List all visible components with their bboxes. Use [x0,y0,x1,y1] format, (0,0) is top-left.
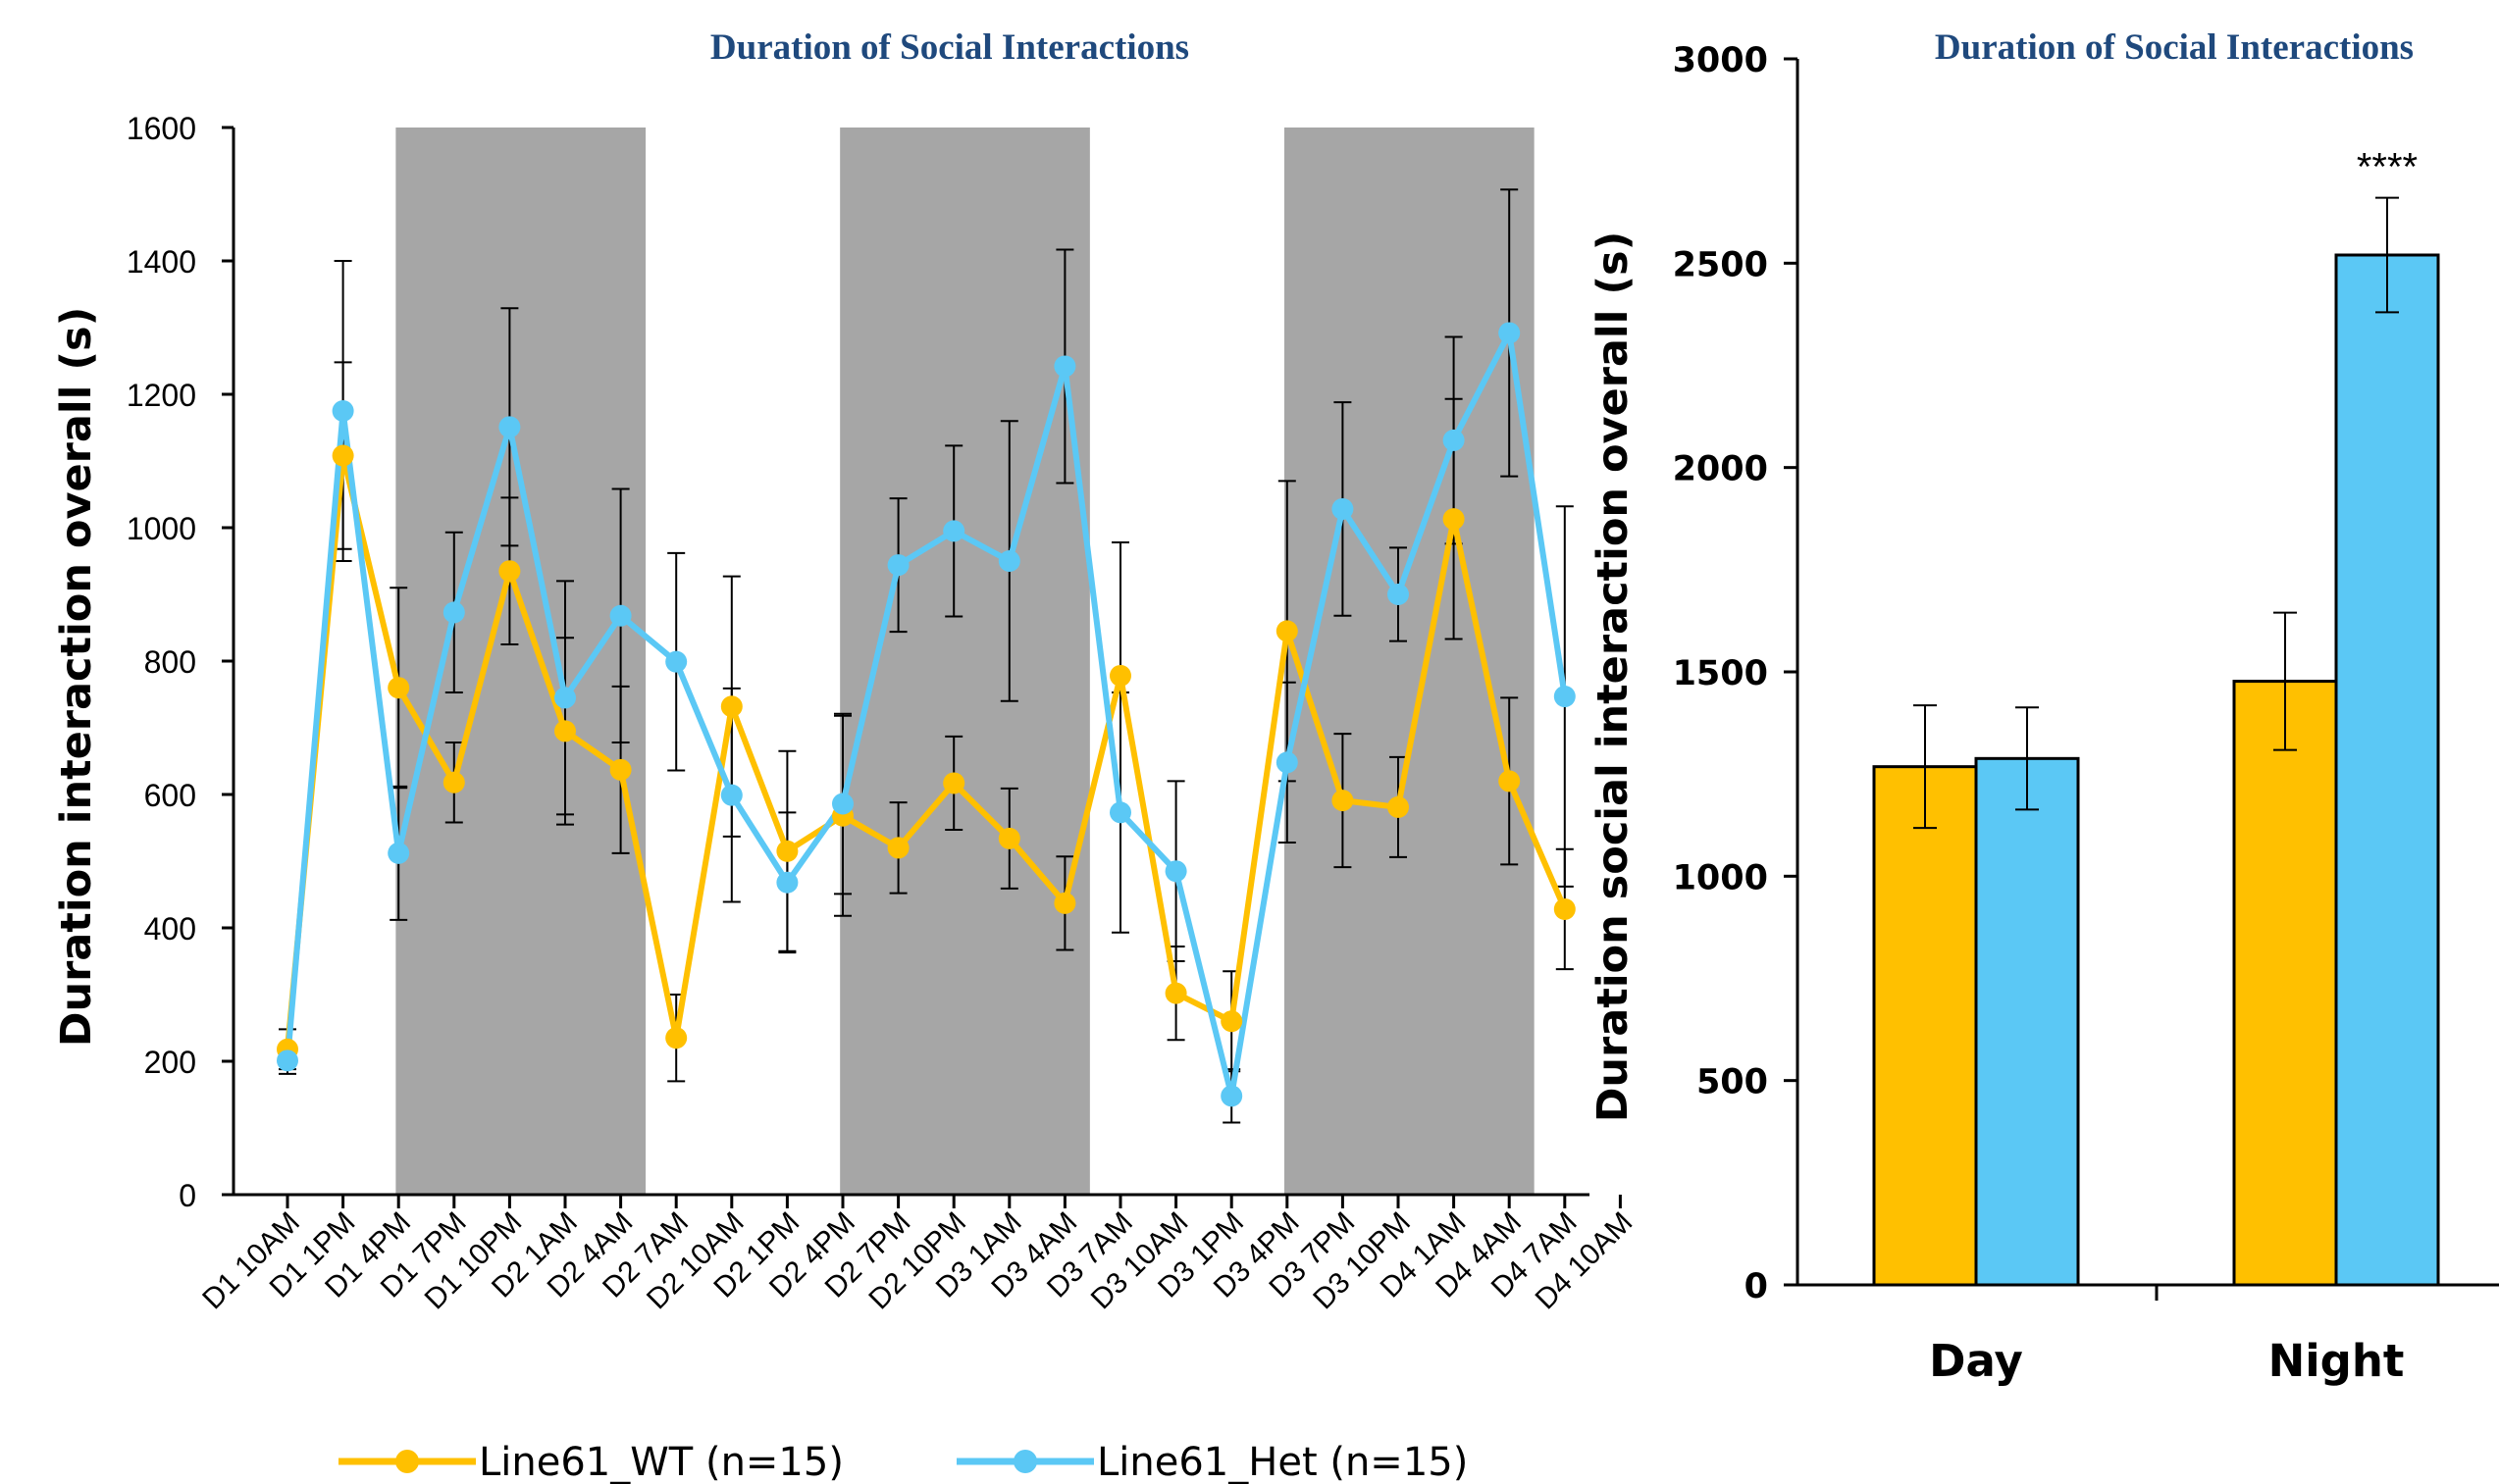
data-point-het [720,784,743,806]
data-point-het [609,604,632,627]
data-point-wt [388,677,410,699]
data-point-wt [887,837,910,859]
data-point-wt [443,771,465,793]
night-shade-band-0 [395,128,647,1195]
y-tick-label: 1000 [127,511,196,546]
data-point-het [832,793,854,815]
data-point-wt [498,560,521,583]
data-point-het [554,687,576,709]
data-point-het [1553,686,1576,708]
y-tick-label: 2000 [1673,450,1768,489]
data-point-het [1387,584,1409,605]
y-tick-label: 1600 [127,111,196,146]
data-point-wt [1221,1010,1243,1033]
data-point-het [887,554,910,577]
data-point-wt [1498,770,1521,793]
data-point-wt [665,1027,688,1049]
night-shade-band-1 [840,128,1090,1195]
data-point-het [332,400,354,422]
data-point-het [388,842,410,864]
data-point-wt [776,840,799,862]
y-tick-label: 1500 [1673,654,1768,693]
data-point-wt [332,444,354,467]
data-point-het [1276,751,1298,774]
data-point-wt [1442,508,1465,531]
data-point-wt [1387,795,1409,818]
data-point-wt [720,695,743,718]
data-point-het [498,416,521,438]
y-tick-label: 500 [1696,1063,1768,1102]
data-point-wt [1276,620,1298,642]
y-tick-label: 0 [179,1178,196,1213]
legend-het-label: Line61_Het (n=15) [1097,1440,1468,1484]
data-point-wt [1165,982,1187,1004]
legend-item-wt: Line61_WT (n=15) [338,1440,844,1484]
bar-wt-day [1872,765,1978,1287]
bar-chart-y-ticks: 0 500 1000 1500 2000 2500 3000 [1673,41,1797,1306]
legend-item-het: Line61_Het (n=15) [957,1440,1468,1484]
data-point-het [1221,1085,1243,1107]
line-chart-y-axis-label: Duration interaction overall (s) [52,307,101,1047]
y-tick-label: 3000 [1673,41,1768,80]
data-point-het [277,1049,298,1072]
bar-chart-title: Duration of Social Interactions [1935,27,2414,68]
line-chart-y-ticks: 0 200 400 600 800 1000 1200 1400 1600 [127,111,234,1213]
y-tick-label: 0 [1744,1267,1768,1306]
bar-wt-night [2232,680,2338,1287]
bar-het-day [1974,756,2080,1287]
data-point-het [776,871,799,894]
data-point-wt [609,758,632,781]
y-tick-label: 400 [144,911,196,947]
bar-chart-y-axis-label: Duration social interaction overall (s) [1588,231,1638,1123]
x-category-label: Night [2268,1335,2405,1387]
significance-annotation: **** [2357,146,2418,189]
y-tick-label: 2500 [1673,245,1768,284]
night-shade-band-2 [1283,128,1535,1195]
data-point-het [1165,860,1187,883]
line-chart: Duration of Social Interactions Duration… [52,27,1639,1315]
legend: Line61_WT (n=15) Line61_Het (n=15) [338,1440,1468,1484]
data-point-het [1498,322,1521,344]
legend-het-marker [1014,1450,1037,1473]
data-point-wt [943,772,965,794]
y-tick-label: 800 [144,644,196,680]
data-point-wt [1110,664,1131,687]
night-shading [395,128,1535,1195]
data-point-het [998,550,1020,572]
data-point-wt [554,720,576,742]
data-point-het [943,520,965,542]
y-tick-label: 1200 [127,378,196,413]
data-point-wt [1331,790,1354,812]
data-point-het [1442,429,1465,451]
series-line-het [285,330,1568,1100]
data-point-het [1331,497,1354,520]
data-point-het [1110,801,1131,824]
line-chart-points [277,322,1576,1107]
data-point-het [665,650,688,673]
bar-chart-error-bars [1913,196,2399,830]
y-tick-label: 600 [144,778,196,813]
y-tick-label: 1000 [1673,858,1768,897]
bar-chart-axes [1796,59,2499,1301]
data-point-wt [1553,897,1576,920]
data-point-wt [1054,892,1076,914]
bar-het-night [2334,253,2440,1287]
bar-chart-x-ticks: Day Night [1929,1335,2404,1387]
x-category-label: Day [1929,1335,2023,1387]
legend-wt-marker [395,1450,419,1473]
data-point-het [1054,355,1076,378]
bar-chart-bars [1872,253,2440,1287]
y-tick-label: 200 [144,1045,196,1080]
legend-wt-label: Line61_WT (n=15) [479,1440,844,1484]
y-tick-label: 1400 [127,244,196,280]
data-point-wt [998,827,1020,849]
bar-chart: Duration of Social Interactions Duration… [1588,27,2499,1387]
line-chart-title: Duration of Social Interactions [710,27,1189,68]
data-point-het [443,601,465,624]
